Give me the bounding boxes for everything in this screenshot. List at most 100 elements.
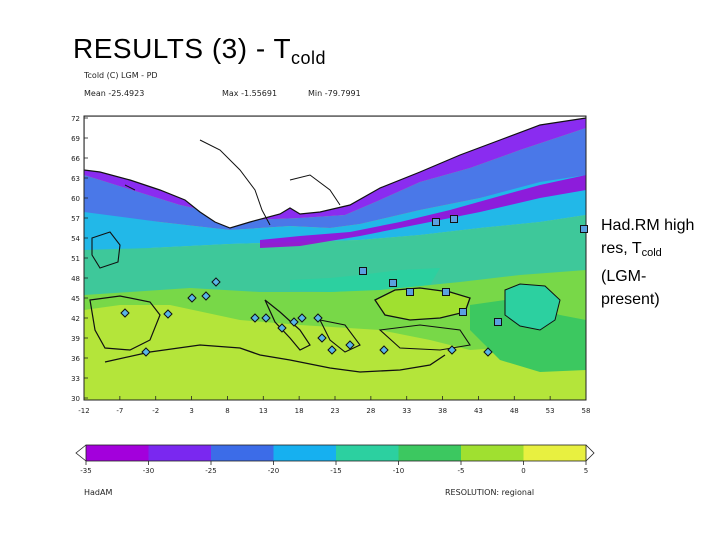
colorbar-tick-label: -15: [330, 467, 341, 475]
x-tick-label: 53: [546, 407, 555, 415]
side-note-line2-pre: res, T: [601, 240, 642, 257]
colorbar-arrow-left: [75, 444, 87, 462]
y-tick-label: 42: [71, 315, 80, 323]
x-tick-label: -7: [116, 407, 123, 415]
baltic-coast: [289, 174, 341, 206]
y-tick-label: 63: [71, 175, 80, 183]
proxy-diamond-marker: [261, 313, 271, 323]
y-tick-label: 69: [71, 135, 80, 143]
x-tick-label: 28: [366, 407, 375, 415]
colorbar-segment: [86, 445, 149, 461]
y-tick-label: 54: [71, 235, 80, 243]
colorbar-tick-label: -5: [458, 467, 465, 475]
proxy-square-marker: [389, 279, 397, 287]
x-tick-label: 58: [582, 407, 591, 415]
proxy-diamond-marker: [141, 347, 151, 357]
colorbar-tick-label: 5: [584, 467, 588, 475]
proxy-diamond-marker: [187, 293, 197, 303]
x-tick-label: 23: [331, 407, 340, 415]
greece-outline: [319, 319, 361, 353]
proxy-square-marker: [580, 225, 588, 233]
north-africa-coast: [104, 344, 446, 373]
proxy-square-marker: [450, 215, 458, 223]
map-max-label: Max -1.55691: [222, 89, 278, 98]
y-tick-label: 72: [71, 115, 80, 123]
y-tick-label: 66: [71, 155, 80, 163]
footer-resolution-label: RESOLUTION: regional: [445, 488, 535, 497]
map-fields: [84, 116, 586, 400]
x-tick-label: 48: [510, 407, 519, 415]
y-tick-label: 51: [71, 255, 80, 263]
title-subscript: cold: [291, 48, 327, 68]
proxy-diamond-marker: [201, 291, 211, 301]
y-tick-label: 60: [71, 195, 80, 203]
x-tick-label: 18: [295, 407, 304, 415]
x-tick-label: 38: [438, 407, 447, 415]
proxy-diamond-marker: [317, 333, 327, 343]
scandinavia-coast: [199, 139, 271, 226]
y-axis-ticks: 72 69 66 63 60 57 54 51 48 45 42 39 36 33 30: [71, 115, 88, 403]
x-tick-label: -2: [152, 407, 159, 415]
caspian-region: [504, 283, 561, 331]
anatolia-outline: [378, 324, 471, 351]
y-tick-label: 45: [71, 295, 80, 303]
british-isles-outline: [91, 231, 121, 269]
proxy-diamond-marker: [447, 345, 457, 355]
proxy-markers: [120, 215, 588, 357]
italy-outline: [264, 299, 311, 351]
colorbar-tick-label: -10: [393, 467, 404, 475]
proxy-diamond-marker: [313, 313, 323, 323]
proxy-square-marker: [359, 267, 367, 275]
field-blue: [84, 128, 586, 230]
y-tick-label: 36: [71, 355, 80, 363]
field-cyan: [84, 170, 586, 250]
colorbar-tick-label: -30: [143, 467, 154, 475]
proxy-diamond-marker: [277, 323, 287, 333]
map-mean-label: Mean -25.4923: [84, 89, 145, 98]
proxy-square-marker: [494, 318, 502, 326]
title-main: RESULTS (3) - T: [73, 33, 292, 64]
iberia-outline: [89, 295, 161, 351]
y-tick-label: 57: [71, 215, 80, 223]
field-teal-green: [84, 215, 586, 295]
coast-fragment: [124, 184, 136, 191]
proxy-diamond-marker: [289, 317, 299, 327]
colorbar: -35 -30 -25 -20 -15 -10 -5 0 5: [75, 444, 595, 475]
x-tick-label: 8: [225, 407, 229, 415]
colorbar-segment: [398, 445, 462, 461]
map-variable-label: Tcold (C) LGM - PD: [84, 71, 158, 80]
colorbar-arrow-right: [585, 444, 595, 462]
proxy-square-marker: [432, 218, 440, 226]
colorbar-segment: [336, 445, 399, 461]
colorbar-tick-label: -25: [205, 467, 216, 475]
proxy-diamond-marker: [345, 340, 355, 350]
proxy-diamond-marker: [250, 313, 260, 323]
proxy-diamond-marker: [297, 313, 307, 323]
proxy-square-marker: [442, 288, 450, 296]
side-note-line2-sub: cold: [641, 247, 662, 259]
x-tick-label: 43: [474, 407, 483, 415]
proxy-diamond-marker: [379, 345, 389, 355]
proxy-diamond-marker: [120, 308, 130, 318]
side-note-line4: present): [601, 291, 660, 308]
x-tick-label: 13: [259, 407, 268, 415]
colorbar-segment: [273, 445, 337, 461]
side-note-line3: (LGM-: [601, 268, 647, 285]
side-note-line1: Had.RM high: [601, 217, 695, 234]
x-axis-ticks: -12 -7 -2 3 8 13 18 23 28 33 38 43 48 53 58: [78, 396, 590, 415]
colorbar-tick-label: 0: [521, 467, 525, 475]
colorbar-segment: [523, 445, 587, 461]
proxy-diamond-marker: [483, 347, 493, 357]
colorbar-segment: [148, 445, 212, 461]
x-tick-label: 33: [402, 407, 411, 415]
proxy-diamond-marker: [327, 345, 337, 355]
ice-sheet: [84, 116, 586, 229]
y-tick-label: 30: [71, 395, 80, 403]
colorbar-segment: [211, 445, 274, 461]
colorbar-tick-label: -20: [268, 467, 279, 475]
map-min-label: Min -79.7991: [308, 89, 361, 98]
y-tick-label: 39: [71, 335, 80, 343]
footer-model-label: HadAM: [84, 488, 113, 497]
colorbar-segment: [461, 445, 524, 461]
slide-title: RESULTS (3) - Tcold: [73, 33, 326, 69]
